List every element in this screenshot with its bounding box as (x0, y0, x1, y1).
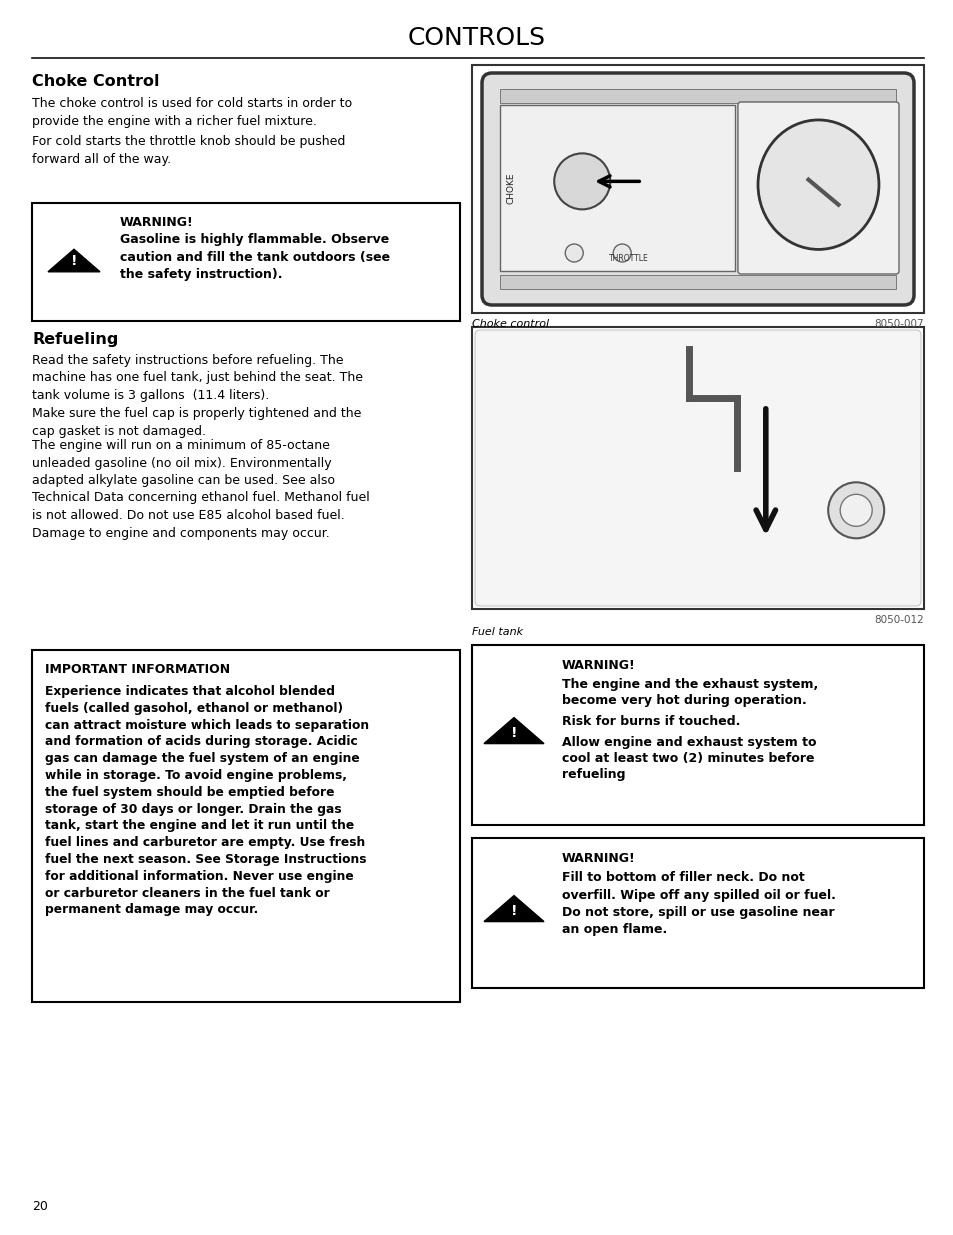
Text: Refueling: Refueling (32, 332, 118, 347)
FancyBboxPatch shape (32, 650, 459, 1002)
Text: 8050-012: 8050-012 (873, 615, 923, 625)
Text: For cold starts the throttle knob should be pushed
forward all of the way.: For cold starts the throttle knob should… (32, 135, 345, 165)
Text: become very hot during operation.: become very hot during operation. (561, 694, 806, 706)
Text: CONTROLS: CONTROLS (408, 26, 545, 49)
Text: WARNING!: WARNING! (561, 659, 635, 672)
FancyBboxPatch shape (472, 327, 923, 609)
Text: 20: 20 (32, 1200, 48, 1213)
Text: Experience indicates that alcohol blended
fuels (called gasohol, ethanol or meth: Experience indicates that alcohol blende… (45, 685, 369, 916)
FancyBboxPatch shape (499, 89, 895, 103)
Text: IMPORTANT INFORMATION: IMPORTANT INFORMATION (45, 663, 230, 676)
Text: Choke control: Choke control (472, 319, 549, 329)
Circle shape (554, 153, 610, 210)
FancyBboxPatch shape (472, 645, 923, 825)
Text: The choke control is used for cold starts in order to
provide the engine with a : The choke control is used for cold start… (32, 98, 352, 127)
Ellipse shape (758, 120, 878, 249)
Text: Allow engine and exhaust system to: Allow engine and exhaust system to (561, 736, 816, 748)
Polygon shape (483, 718, 543, 743)
Text: !: ! (510, 904, 517, 918)
Text: The engine and the exhaust system,: The engine and the exhaust system, (561, 678, 818, 692)
Text: WARNING!: WARNING! (120, 216, 193, 228)
Text: Fuel tank: Fuel tank (472, 627, 522, 637)
Circle shape (564, 245, 582, 262)
FancyBboxPatch shape (472, 65, 923, 312)
FancyBboxPatch shape (472, 839, 923, 988)
Text: The engine will run on a minimum of 85-octane
unleaded gasoline (no oil mix). En: The engine will run on a minimum of 85-o… (32, 438, 370, 540)
Text: refueling: refueling (561, 768, 625, 781)
FancyBboxPatch shape (499, 105, 734, 270)
Circle shape (840, 494, 871, 526)
FancyBboxPatch shape (481, 73, 913, 305)
FancyBboxPatch shape (738, 103, 898, 274)
Text: Make sure the fuel cap is properly tightened and the
cap gasket is not damaged.: Make sure the fuel cap is properly tight… (32, 408, 361, 437)
FancyBboxPatch shape (475, 330, 920, 606)
Circle shape (613, 245, 631, 262)
Polygon shape (483, 895, 543, 921)
Polygon shape (48, 249, 100, 272)
Text: Choke Control: Choke Control (32, 74, 159, 89)
Text: THROTTLE: THROTTLE (609, 254, 648, 263)
FancyBboxPatch shape (499, 275, 895, 289)
Text: Fill to bottom of filler neck. Do not
overfill. Wipe off any spilled oil or fuel: Fill to bottom of filler neck. Do not ov… (561, 871, 835, 936)
Text: WARNING!: WARNING! (561, 852, 635, 864)
Text: Read the safety instructions before refueling. The
machine has one fuel tank, ju: Read the safety instructions before refu… (32, 354, 363, 403)
Text: 8050-007: 8050-007 (874, 319, 923, 329)
FancyBboxPatch shape (32, 203, 459, 321)
Text: Risk for burns if touched.: Risk for burns if touched. (561, 715, 740, 727)
Text: !: ! (71, 253, 77, 268)
Circle shape (827, 483, 883, 538)
Text: !: ! (510, 726, 517, 740)
Text: Gasoline is highly flammable. Observe
caution and fill the tank outdoors (see
th: Gasoline is highly flammable. Observe ca… (120, 233, 390, 282)
Text: cool at least two (2) minutes before: cool at least two (2) minutes before (561, 752, 814, 764)
Text: CHOKE: CHOKE (506, 172, 515, 204)
